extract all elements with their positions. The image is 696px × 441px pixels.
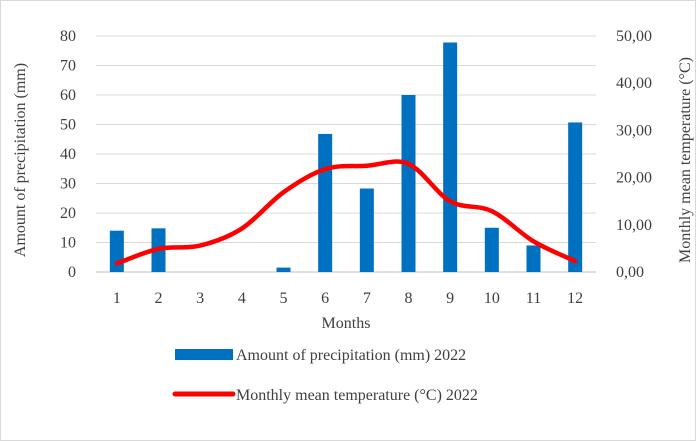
x-tick-label: 6 [321,290,329,307]
left-tick-label: 0 [68,264,76,281]
left-tick-label: 30 [60,176,76,193]
left-tick-label: 80 [60,28,76,45]
x-tick-label: 1 [113,290,121,307]
x-tick-label: 9 [446,290,454,307]
left-axis-ticks: 0 10 20 30 40 50 60 70 80 [60,28,76,281]
precipitation-bar [568,122,583,272]
left-tick-label: 10 [60,235,76,252]
x-tick-label: 11 [526,290,541,307]
legend-bar-swatch [175,349,233,360]
left-tick-label: 60 [60,87,76,104]
right-tick-label: 40,00 [616,75,652,92]
x-axis-label: Months [322,315,371,332]
legend-line-label: Monthly mean temperature (°C) 2022 [236,387,478,404]
x-tick-label: 5 [280,290,288,307]
left-tick-label: 70 [60,58,76,75]
x-tick-label: 7 [363,290,371,307]
temperature-point [324,168,326,170]
left-axis-label: Amount of precipitation (mm) [12,63,29,257]
right-axis-label: Monthly mean temperature (°C) [677,57,694,263]
x-tick-label: 10 [484,290,500,307]
temperature-point [491,210,493,212]
precipitation-bar [359,188,374,272]
temperature-point [449,200,451,202]
right-tick-label: 20,00 [616,170,652,187]
x-axis-ticks: 1 2 3 4 5 6 7 8 9 10 11 12 [113,290,583,307]
x-tick-label: 8 [405,290,413,307]
legend: Amount of precipitation (mm) 2022 Monthl… [172,347,478,404]
precipitation-bar [318,133,333,272]
temperature-point [199,245,201,247]
precipitation-bars [109,42,583,272]
x-tick-label: 12 [567,290,583,307]
temperature-line-path [114,159,578,266]
precipitation-bar [276,267,291,272]
x-tick-label: 4 [238,290,246,307]
right-tick-label: 10,00 [616,217,652,234]
temperature-point [574,260,576,262]
right-tick-label: 0,00 [616,264,644,281]
left-tick-label: 40 [60,146,76,163]
precipitation-bar [484,227,499,272]
temperature-point [533,240,534,242]
precipitation-bar [443,42,458,272]
x-tick-label: 2 [155,290,163,307]
right-tick-label: 30,00 [616,122,652,139]
temperature-point [366,165,368,167]
right-tick-label: 50,00 [616,28,652,45]
precipitation-bar [526,245,541,272]
temperature-point [283,191,284,193]
left-tick-label: 50 [60,117,76,134]
temperature-point [241,228,243,230]
precipitation-bar [401,95,416,272]
grid-lines [96,35,596,273]
right-axis-ticks: 0,00 10,00 20,00 30,00 40,00 50,00 [616,28,652,281]
x-tick-label: 3 [196,290,204,307]
temperature-line [114,159,578,266]
legend-bar-label: Amount of precipitation (mm) 2022 [236,347,466,364]
temperature-point [116,263,118,265]
left-tick-label: 20 [60,205,76,222]
temperature-point [408,163,409,165]
precipitation-bar [109,230,124,272]
temperature-point [158,248,159,250]
